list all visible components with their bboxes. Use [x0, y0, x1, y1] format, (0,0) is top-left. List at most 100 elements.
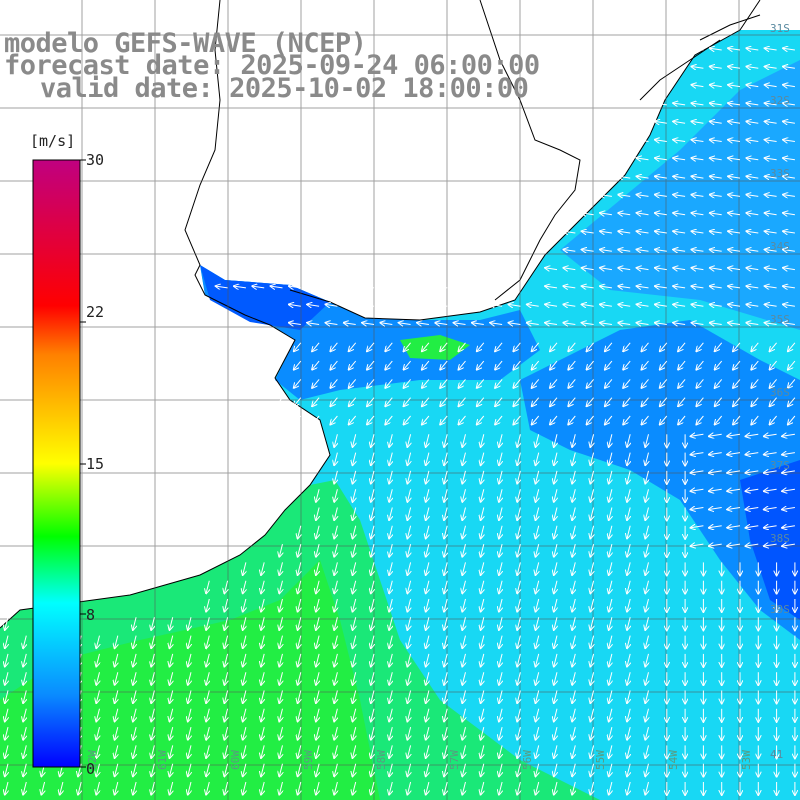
wind-arrow [710, 323, 722, 325]
wind-arrow [627, 781, 630, 795]
wind-arrow [728, 140, 741, 142]
wind-arrow [389, 635, 392, 649]
wind-arrow [151, 726, 154, 740]
wind-arrow [389, 690, 392, 704]
wind-arrow [206, 672, 209, 685]
wind-arrow [673, 250, 686, 252]
wind-arrow [362, 323, 375, 325]
wind-arrow [536, 507, 539, 521]
wind-arrow [710, 103, 722, 105]
wind-arrow [582, 286, 594, 288]
wind-arrow [609, 672, 612, 685]
wind-arrow [609, 452, 612, 466]
wind-arrow [609, 690, 612, 704]
wind-arrow [691, 453, 704, 455]
wind-arrow [692, 48, 704, 50]
wind-arrow [353, 763, 356, 777]
wind-arrow [440, 415, 448, 425]
wind-arrow [605, 415, 613, 425]
wind-arrow [655, 195, 667, 197]
wind-arrow [550, 379, 558, 388]
wind-arrow [691, 489, 704, 491]
wind-arrow [371, 543, 374, 557]
wind-arrow [715, 379, 723, 388]
wind-arrow [517, 434, 520, 447]
wind-arrow [782, 434, 795, 436]
wind-arrow [133, 690, 136, 704]
wind-arrow [536, 562, 539, 575]
wind-arrow [517, 580, 520, 594]
wind-arrow [326, 323, 338, 325]
wind-arrow [5, 708, 8, 722]
lon-label: 58W [375, 750, 388, 770]
wind-arrow [444, 525, 447, 539]
wind-arrow [371, 617, 374, 630]
wind-arrow [590, 726, 593, 740]
wind-arrow [499, 543, 502, 557]
wind-arrow [481, 470, 484, 484]
wind-arrow [627, 580, 630, 594]
wind-arrow [399, 323, 411, 325]
wind-arrow [459, 379, 466, 388]
wind-arrow [536, 525, 539, 539]
wind-arrow [751, 397, 759, 407]
wind-arrow [554, 543, 557, 557]
wind-arrow [637, 158, 649, 160]
wind-arrow [499, 507, 502, 521]
wind-arrow [788, 397, 796, 407]
wind-arrow [389, 708, 392, 722]
wind-arrow [353, 580, 356, 594]
wind-arrow [764, 489, 777, 491]
wind-arrow [513, 360, 521, 370]
wind-arrow [459, 360, 466, 370]
wind-arrow [637, 304, 649, 306]
wind-arrow [444, 543, 447, 557]
wind-arrow [5, 635, 8, 649]
wind-arrow [733, 360, 741, 370]
wind-arrow [728, 176, 741, 178]
wind-arrow [261, 690, 264, 704]
wind-arrow [96, 690, 99, 704]
wind-arrow [490, 323, 503, 325]
wind-arrow [422, 397, 430, 407]
wind-arrow [499, 726, 502, 740]
wind-arrow [399, 304, 411, 306]
wind-arrow [765, 48, 777, 50]
wind-arrow [334, 726, 337, 740]
wind-arrow [637, 286, 649, 288]
wind-arrow [426, 617, 429, 630]
wind-arrow [454, 286, 466, 288]
wind-arrow [728, 231, 741, 233]
wind-arrow [728, 48, 741, 50]
wind-arrow [389, 489, 392, 502]
wind-arrow [783, 304, 795, 306]
wind-arrow [554, 580, 557, 594]
wind-arrow [499, 598, 502, 612]
wind-arrow [765, 231, 777, 233]
wind-arrow [462, 672, 465, 685]
wind-arrow [499, 470, 502, 484]
wind-arrow [568, 360, 576, 370]
wind-arrow [5, 617, 8, 630]
wind-arrow [637, 250, 649, 252]
wind-arrow [371, 507, 374, 521]
wind-arrow [709, 453, 722, 455]
wind-arrow [298, 543, 301, 557]
wind-arrow [481, 763, 484, 777]
wind-arrow [751, 342, 759, 352]
wind-arrow [590, 580, 593, 594]
wind-arrow [334, 708, 337, 722]
wind-arrow [417, 286, 429, 288]
wind-arrow [536, 653, 539, 667]
wind-arrow [554, 635, 557, 649]
wind-arrow [170, 781, 173, 795]
wind-arrow [334, 635, 337, 649]
wind-arrow [261, 672, 264, 685]
wind-arrow [590, 617, 593, 630]
wind-arrow [655, 140, 667, 142]
wind-arrow [307, 323, 320, 325]
lon-label: 62W [86, 750, 99, 770]
wind-arrow [572, 525, 575, 539]
wind-arrow [568, 415, 576, 425]
wind-arrow [243, 580, 246, 594]
